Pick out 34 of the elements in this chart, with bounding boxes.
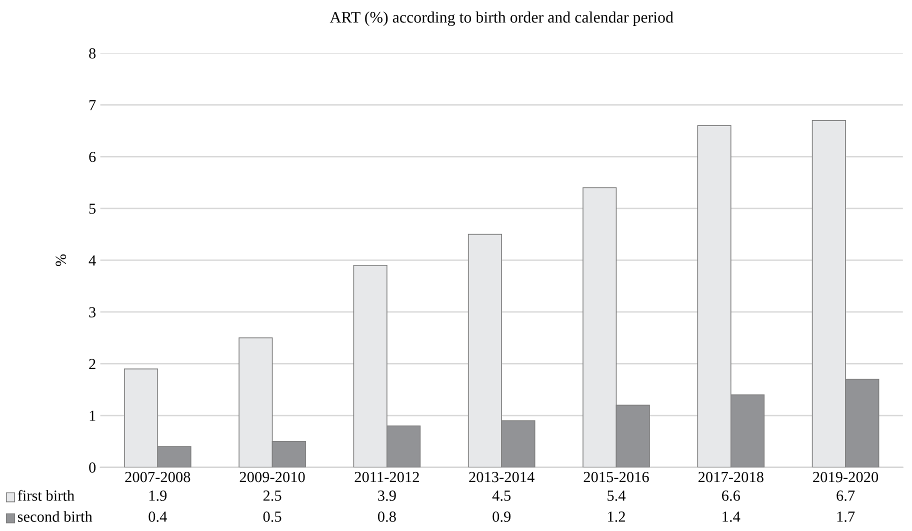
data-label: 5.4 xyxy=(608,490,626,501)
y-tick-label: 4 xyxy=(88,255,96,266)
data-label: 6.7 xyxy=(836,490,855,501)
data-label: 6.6 xyxy=(722,490,740,501)
data-label: 0.8 xyxy=(378,512,396,522)
data-label: 0.5 xyxy=(263,512,282,522)
data-label: 4.5 xyxy=(492,490,511,501)
data-label: 3.9 xyxy=(378,490,396,501)
y-tick-label: 3 xyxy=(89,307,96,318)
data-label: 1.2 xyxy=(608,512,625,522)
x-tick-label: 2017-2018 xyxy=(698,472,764,482)
y-tick-label: 8 xyxy=(89,48,96,59)
y-tick-label: 6 xyxy=(89,152,96,162)
legend-label: first birth xyxy=(18,490,74,501)
data-label: 1.4 xyxy=(722,512,740,522)
x-tick-label: 2011-2012 xyxy=(354,472,419,482)
data-label: 0.4 xyxy=(148,512,167,522)
y-tick-label: 7 xyxy=(90,100,96,110)
x-tick-label: 2013-2014 xyxy=(469,472,534,482)
data-label: 0.9 xyxy=(492,512,511,522)
y-tick-label: 5 xyxy=(89,204,96,214)
x-tick-label: 2019-2020 xyxy=(813,472,878,482)
legend-label: second birth xyxy=(18,511,92,522)
x-tick-label: 2007-2008 xyxy=(125,472,190,482)
x-tick-label: 2015-2016 xyxy=(584,472,649,482)
y-tick-label: 0 xyxy=(89,462,96,473)
data-label: 1.9 xyxy=(149,490,167,501)
x-tick-label: 2009-2010 xyxy=(240,472,305,482)
y-axis-title: % xyxy=(56,254,66,266)
data-label: 2.5 xyxy=(263,490,282,501)
y-tick-label: 1 xyxy=(90,410,96,421)
chart-title: ART (%) according to birth order and calendar period xyxy=(330,11,674,26)
data-label: 1.7 xyxy=(837,512,855,522)
y-tick-label: 2 xyxy=(89,358,96,370)
